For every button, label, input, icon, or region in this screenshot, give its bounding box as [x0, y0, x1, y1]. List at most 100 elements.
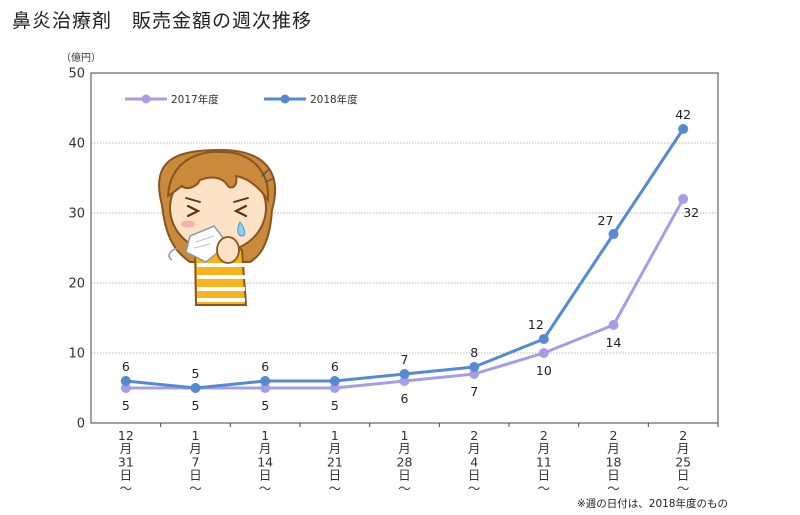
x-tick-label: 日	[189, 468, 202, 483]
sneezing-girl-illustration	[158, 148, 277, 306]
x-tick-label: 日	[538, 468, 551, 483]
x-tick-label: 21	[327, 454, 343, 469]
y-tick-label: 50	[68, 67, 85, 82]
x-tick-label: ～	[468, 481, 481, 496]
x-tick-label: 月	[468, 441, 481, 456]
x-tick-label: 1	[331, 428, 339, 443]
x-tick-label: ～	[259, 481, 272, 496]
data-point	[469, 369, 480, 379]
x-tick-label: 日	[607, 468, 620, 483]
data-point	[260, 383, 271, 393]
x-tick-label: 月	[398, 441, 411, 456]
x-tick-label: 2	[540, 428, 548, 443]
x-tick-label: 月	[538, 441, 551, 456]
gridlines	[91, 142, 718, 354]
data-label: 27	[598, 213, 614, 228]
data-label: 5	[261, 398, 269, 413]
data-label: 7	[401, 352, 409, 367]
x-tick-label: 18	[606, 454, 622, 469]
x-tick-label: 月	[607, 441, 620, 456]
x-tick-label: 1	[261, 428, 269, 443]
x-tick-label: 31	[118, 454, 134, 469]
x-tick-label: 月	[120, 441, 133, 456]
x-tick-label: ～	[329, 481, 342, 496]
y-tick-label: 20	[68, 277, 85, 292]
data-point	[608, 320, 619, 330]
hair-bangs	[166, 150, 270, 203]
y-tick-label: 10	[68, 347, 85, 362]
legend-label: 2018年度	[310, 93, 358, 106]
legend-marker	[280, 94, 290, 104]
x-tick-label: 2	[679, 428, 687, 443]
x-tick-label: 月	[677, 441, 690, 456]
data-point	[538, 334, 549, 344]
x-tick-label: 1	[401, 428, 409, 443]
data-point	[678, 194, 689, 204]
data-label: 6	[401, 391, 409, 406]
x-tick-label: 月	[329, 441, 342, 456]
x-tick-label: 日	[120, 468, 133, 483]
x-tick-label: 2	[610, 428, 618, 443]
data-label: 6	[261, 359, 269, 374]
x-tick-label: ～	[538, 481, 551, 496]
x-tick-label: 日	[259, 468, 272, 483]
series-group: 5 5 5 5 6 7 10 14 32 6 5 6 6 7 8 12 27 42	[120, 107, 699, 413]
x-tick-labels: 12月31日～1月7日～1月14日～1月21日～1月28日～2月4日～2月11日…	[118, 428, 691, 496]
data-label: 6	[122, 359, 130, 374]
x-tick-label: 14	[257, 454, 273, 469]
data-point	[678, 124, 689, 134]
x-tick-label: ～	[607, 481, 620, 496]
data-label: 6	[331, 359, 339, 374]
legend-marker	[141, 94, 151, 104]
plot-frame	[90, 72, 719, 424]
shiver-lines	[261, 169, 275, 183]
data-label: 5	[331, 398, 339, 413]
blush	[181, 220, 195, 228]
x-tick-label: 28	[397, 454, 413, 469]
data-point	[120, 383, 131, 393]
data-point	[399, 376, 410, 386]
axes: 0 10 20 30 40 50 （億円）	[61, 51, 719, 432]
data-label: 42	[675, 107, 691, 122]
data-point	[329, 376, 340, 386]
data-label: 10	[536, 363, 552, 378]
data-label: 32	[683, 205, 699, 220]
x-tick-label: 12	[118, 428, 134, 443]
x-tick-label: ～	[677, 481, 690, 496]
x-tick-label: 1	[192, 428, 200, 443]
chart-title: 鼻炎治療剤 販売金額の週次推移	[12, 10, 313, 32]
hand	[216, 236, 240, 264]
data-label: 14	[606, 335, 622, 350]
x-tick-label: 7	[192, 454, 200, 469]
data-label: 5	[122, 398, 130, 413]
x-tick-label: 4	[470, 454, 478, 469]
x-tick-label: 日	[677, 468, 690, 483]
data-label: 12	[528, 317, 544, 332]
data-point	[538, 348, 549, 358]
data-point	[329, 383, 340, 393]
x-tick-label: 日	[468, 468, 481, 483]
y-tick-label: 40	[68, 137, 85, 152]
data-label: 5	[192, 398, 200, 413]
legend-label: 2017年度	[171, 93, 219, 106]
data-point	[399, 369, 410, 379]
data-point	[120, 376, 131, 386]
x-tick-label: 25	[675, 454, 691, 469]
data-point	[469, 362, 480, 372]
tear	[237, 221, 246, 237]
tissue-fold	[193, 235, 215, 249]
y-tick-label: 0	[77, 417, 85, 432]
x-tick-label: 日	[329, 468, 342, 483]
footnote: ※週の日付は、2018年度のもの	[576, 498, 728, 510]
x-tick-label: 2	[470, 428, 478, 443]
data-label: 8	[470, 345, 478, 360]
eye-right	[233, 204, 248, 218]
data-label: 7	[470, 384, 478, 399]
eye-left	[186, 204, 201, 218]
brow-left	[185, 197, 201, 203]
data-point	[608, 229, 619, 239]
x-tick-label: 日	[398, 468, 411, 483]
data-label: 5	[192, 366, 200, 381]
data-point	[260, 376, 271, 386]
